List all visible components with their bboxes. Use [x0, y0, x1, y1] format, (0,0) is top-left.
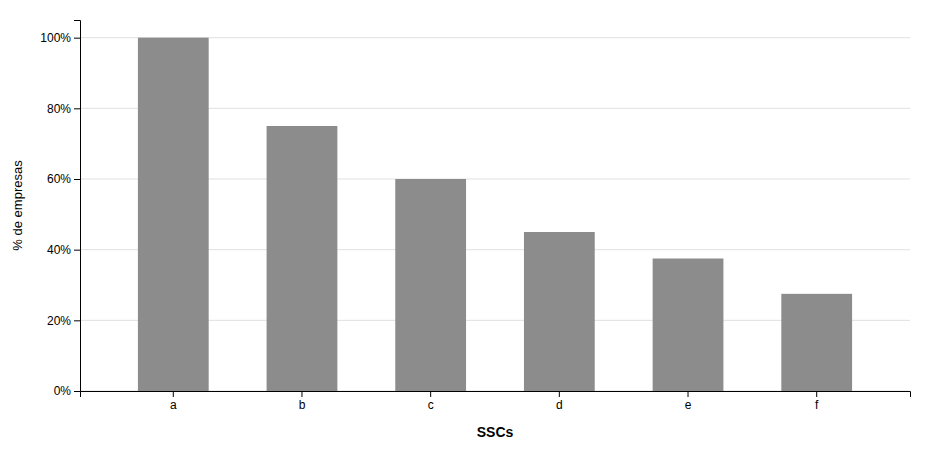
- x-tick: d: [556, 391, 563, 412]
- bars: [138, 38, 852, 391]
- x-tick-label: b: [299, 398, 306, 412]
- x-tick: c: [428, 391, 434, 412]
- x-tick-mark: [688, 391, 689, 397]
- y-tick: 20%: [47, 314, 80, 328]
- x-axis-line: [81, 392, 911, 398]
- y-tick-label: 100%: [40, 31, 71, 45]
- y-tick-label: 0%: [54, 384, 72, 398]
- y-tick-mark: [74, 250, 80, 251]
- bar: [653, 259, 724, 392]
- grid: [80, 38, 910, 391]
- y-tick: 40%: [47, 243, 80, 257]
- y-axis: 0% 20% 40% 60% 80% 100%: [40, 21, 80, 399]
- x-tick-label: d: [556, 398, 563, 412]
- y-tick: 60%: [47, 172, 80, 186]
- bar: [395, 179, 466, 391]
- x-tick: f: [815, 391, 819, 412]
- y-tick-mark: [74, 391, 80, 392]
- y-tick-mark: [74, 320, 80, 321]
- x-tick-label: e: [685, 398, 692, 412]
- x-tick-mark: [559, 391, 560, 397]
- chart-container: 0% 20% 40% 60% 80% 100% a b c d e f SSCs % de empresa…: [0, 0, 935, 453]
- chart-svg: 0% 20% 40% 60% 80% 100% a b c d e f SSCs % de empresa…: [0, 0, 935, 453]
- y-tick-label: 60%: [47, 172, 71, 186]
- y-tick: 80%: [47, 102, 80, 116]
- x-tick-label: f: [815, 398, 819, 412]
- y-axis-line: [74, 21, 81, 392]
- bar: [138, 38, 209, 391]
- y-axis-title: % de empresas: [10, 160, 25, 251]
- x-tick: a: [170, 391, 177, 412]
- x-tick-label: c: [428, 398, 434, 412]
- x-tick-mark: [301, 391, 302, 397]
- y-tick-label: 40%: [47, 243, 71, 257]
- y-tick-mark: [74, 179, 80, 180]
- x-tick: e: [685, 391, 692, 412]
- y-tick: 0%: [54, 384, 80, 398]
- x-tick-mark: [816, 391, 817, 397]
- x-axis-title: SSCs: [477, 424, 514, 440]
- y-tick-label: 20%: [47, 314, 71, 328]
- y-tick-mark: [74, 38, 80, 39]
- plot-area: 0% 20% 40% 60% 80% 100% a b c d e f: [40, 21, 910, 412]
- y-tick-label: 80%: [47, 102, 71, 116]
- y-tick-mark: [74, 108, 80, 109]
- bar: [267, 126, 338, 391]
- bar: [781, 294, 852, 391]
- x-tick-mark: [173, 391, 174, 397]
- bar: [524, 232, 595, 391]
- y-tick: 100%: [40, 31, 80, 45]
- x-axis: a b c d e f: [81, 391, 911, 412]
- x-tick-mark: [430, 391, 431, 397]
- x-tick-label: a: [170, 398, 177, 412]
- x-tick: b: [299, 391, 306, 412]
